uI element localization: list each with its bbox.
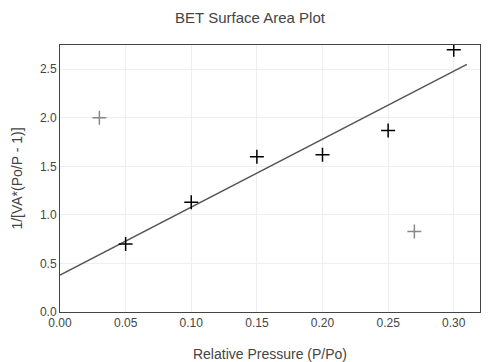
svg-text:2.5: 2.5	[40, 62, 57, 76]
svg-text:0.0: 0.0	[40, 305, 57, 319]
svg-text:0.30: 0.30	[442, 316, 466, 330]
svg-text:Relative Pressure (P/Po): Relative Pressure (P/Po)	[193, 346, 347, 362]
svg-text:1.0: 1.0	[40, 208, 57, 222]
svg-text:1.5: 1.5	[40, 160, 57, 174]
svg-text:0.00: 0.00	[48, 316, 72, 330]
svg-text:BET Surface Area Plot: BET Surface Area Plot	[175, 9, 326, 26]
svg-text:1/[VA*(Po/P - 1)]: 1/[VA*(Po/P - 1)]	[9, 127, 25, 229]
svg-text:0.15: 0.15	[245, 316, 269, 330]
svg-text:0.05: 0.05	[114, 316, 138, 330]
svg-text:0.10: 0.10	[180, 316, 204, 330]
svg-text:0.5: 0.5	[40, 257, 57, 271]
svg-text:0.25: 0.25	[376, 316, 400, 330]
svg-text:2.0: 2.0	[40, 111, 57, 125]
svg-text:0.20: 0.20	[311, 316, 335, 330]
